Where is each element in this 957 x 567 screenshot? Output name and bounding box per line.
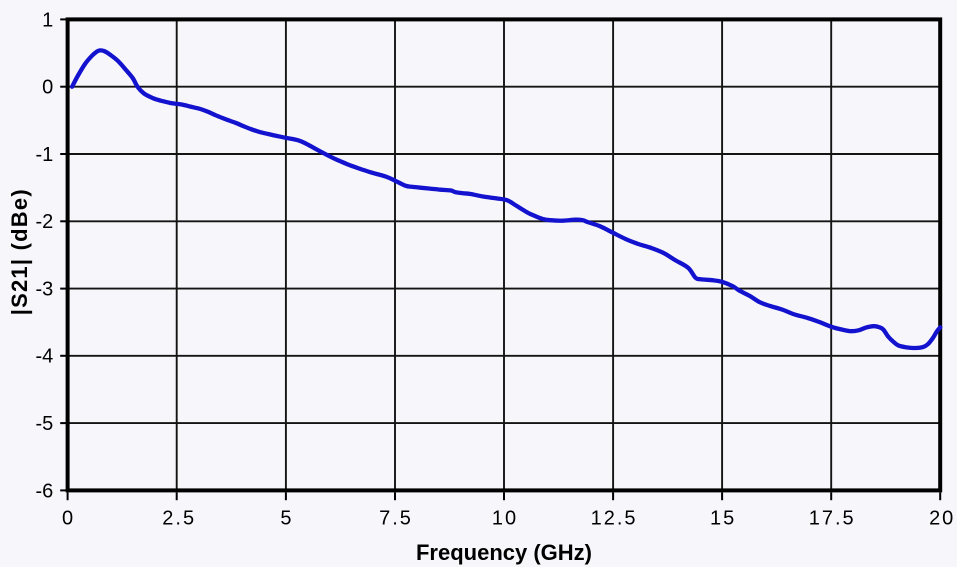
- svg-text:1: 1: [42, 9, 53, 31]
- svg-text:Frequency (GHz): Frequency (GHz): [416, 540, 592, 565]
- svg-text:15: 15: [710, 508, 736, 530]
- svg-text:-3: -3: [36, 279, 54, 301]
- svg-text:7.5: 7.5: [379, 508, 413, 530]
- svg-text:-2: -2: [36, 211, 54, 233]
- svg-text:17.5: 17.5: [809, 508, 856, 530]
- svg-text:0: 0: [42, 77, 53, 99]
- svg-text:-4: -4: [36, 346, 54, 368]
- svg-text:2.5: 2.5: [162, 508, 196, 530]
- svg-text:12.5: 12.5: [591, 508, 638, 530]
- svg-text:-5: -5: [36, 413, 54, 435]
- svg-text:|S21| (dBe): |S21| (dBe): [7, 189, 32, 315]
- svg-text:0: 0: [62, 508, 75, 530]
- svg-text:5: 5: [280, 508, 293, 530]
- svg-text:-1: -1: [36, 144, 54, 166]
- svg-text:10: 10: [492, 508, 518, 530]
- svg-text:20: 20: [929, 508, 955, 530]
- svg-text:-6: -6: [36, 480, 54, 502]
